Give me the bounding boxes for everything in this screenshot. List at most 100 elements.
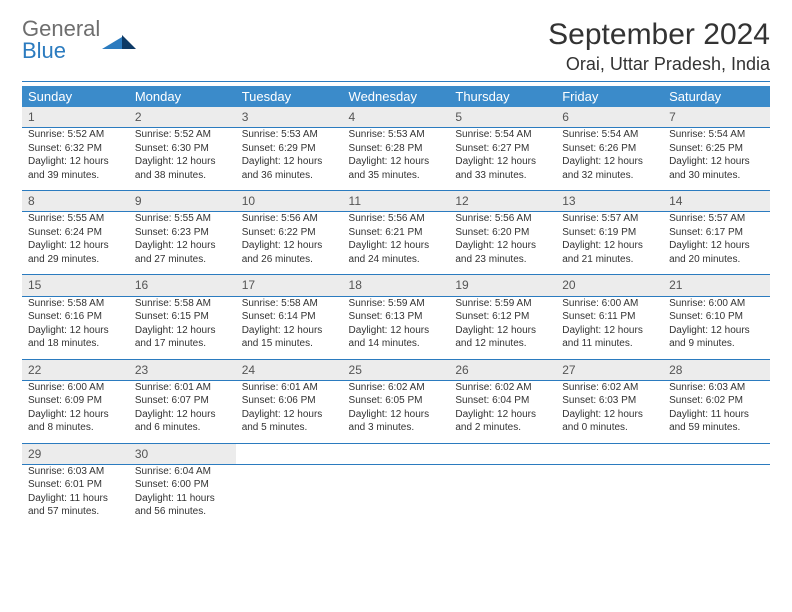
sunset-text: Sunset: 6:19 PM — [562, 226, 657, 240]
sunset-text: Sunset: 6:01 PM — [28, 478, 123, 492]
daylight-text: Daylight: 12 hours — [455, 155, 550, 169]
daylight-text: Daylight: 12 hours — [562, 408, 657, 422]
weekday-header: Saturday — [663, 86, 770, 107]
daylight-text: Daylight: 12 hours — [349, 155, 444, 169]
daylight-text: Daylight: 12 hours — [242, 155, 337, 169]
day-number-cell: 3 — [236, 107, 343, 128]
day-info-cell: Sunrise: 5:59 AMSunset: 6:13 PMDaylight:… — [343, 296, 450, 359]
daylight-text: and 30 minutes. — [669, 169, 764, 183]
daylight-text: and 32 minutes. — [562, 169, 657, 183]
day-info-cell: Sunrise: 5:53 AMSunset: 6:29 PMDaylight:… — [236, 128, 343, 191]
day-number-cell: 10 — [236, 191, 343, 212]
daylight-text: and 12 minutes. — [455, 337, 550, 351]
daylight-text: and 36 minutes. — [242, 169, 337, 183]
daylight-text: and 20 minutes. — [669, 253, 764, 267]
daylight-text: Daylight: 12 hours — [562, 324, 657, 338]
sunset-text: Sunset: 6:11 PM — [562, 310, 657, 324]
day-number-cell: 7 — [663, 107, 770, 128]
day-number-cell: 23 — [129, 359, 236, 380]
day-number-row: 22232425262728 — [22, 359, 770, 380]
day-number-cell: 30 — [129, 443, 236, 464]
day-number-cell: 22 — [22, 359, 129, 380]
sunrise-text: Sunrise: 5:54 AM — [669, 128, 764, 142]
day-number-cell: 26 — [449, 359, 556, 380]
day-info-cell: Sunrise: 6:02 AMSunset: 6:05 PMDaylight:… — [343, 380, 450, 443]
day-number-cell: 5 — [449, 107, 556, 128]
sunrise-text: Sunrise: 6:01 AM — [135, 381, 230, 395]
day-info-cell: Sunrise: 6:01 AMSunset: 6:07 PMDaylight:… — [129, 380, 236, 443]
day-number-cell: 19 — [449, 275, 556, 296]
sunrise-text: Sunrise: 5:58 AM — [135, 297, 230, 311]
day-number-cell: 11 — [343, 191, 450, 212]
day-info-cell: Sunrise: 5:56 AMSunset: 6:21 PMDaylight:… — [343, 212, 450, 275]
daylight-text: Daylight: 12 hours — [669, 239, 764, 253]
day-number-cell: 15 — [22, 275, 129, 296]
sunset-text: Sunset: 6:00 PM — [135, 478, 230, 492]
daylight-text: Daylight: 11 hours — [28, 492, 123, 506]
day-number-row: 1234567 — [22, 107, 770, 128]
location-label: Orai, Uttar Pradesh, India — [548, 54, 770, 75]
day-info-cell — [663, 464, 770, 527]
sunset-text: Sunset: 6:02 PM — [669, 394, 764, 408]
daylight-text: Daylight: 12 hours — [28, 324, 123, 338]
sunset-text: Sunset: 6:25 PM — [669, 142, 764, 156]
sunrise-text: Sunrise: 6:01 AM — [242, 381, 337, 395]
day-number-cell: 29 — [22, 443, 129, 464]
day-info-cell: Sunrise: 5:54 AMSunset: 6:25 PMDaylight:… — [663, 128, 770, 191]
daylight-text: Daylight: 12 hours — [455, 239, 550, 253]
daylight-text: Daylight: 12 hours — [455, 408, 550, 422]
daylight-text: and 9 minutes. — [669, 337, 764, 351]
weekday-header: Sunday — [22, 86, 129, 107]
day-number-cell: 14 — [663, 191, 770, 212]
sunset-text: Sunset: 6:13 PM — [349, 310, 444, 324]
daylight-text: Daylight: 12 hours — [135, 324, 230, 338]
sunset-text: Sunset: 6:17 PM — [669, 226, 764, 240]
sunrise-text: Sunrise: 5:57 AM — [562, 212, 657, 226]
day-info-cell: Sunrise: 5:57 AMSunset: 6:17 PMDaylight:… — [663, 212, 770, 275]
sunset-text: Sunset: 6:05 PM — [349, 394, 444, 408]
day-info-row: Sunrise: 6:00 AMSunset: 6:09 PMDaylight:… — [22, 380, 770, 443]
daylight-text: and 26 minutes. — [242, 253, 337, 267]
sunrise-text: Sunrise: 5:55 AM — [135, 212, 230, 226]
day-info-cell: Sunrise: 5:59 AMSunset: 6:12 PMDaylight:… — [449, 296, 556, 359]
day-number-row: 891011121314 — [22, 191, 770, 212]
sunset-text: Sunset: 6:24 PM — [28, 226, 123, 240]
sunrise-text: Sunrise: 5:52 AM — [28, 128, 123, 142]
weekday-header: Friday — [556, 86, 663, 107]
day-number-cell: 9 — [129, 191, 236, 212]
sunset-text: Sunset: 6:27 PM — [455, 142, 550, 156]
brand-logo: General Blue — [22, 18, 136, 62]
sunset-text: Sunset: 6:30 PM — [135, 142, 230, 156]
day-number-cell: 17 — [236, 275, 343, 296]
daylight-text: and 2 minutes. — [455, 421, 550, 435]
day-info-cell: Sunrise: 6:04 AMSunset: 6:00 PMDaylight:… — [129, 464, 236, 527]
day-info-cell: Sunrise: 5:58 AMSunset: 6:16 PMDaylight:… — [22, 296, 129, 359]
daylight-text: Daylight: 12 hours — [349, 324, 444, 338]
daylight-text: Daylight: 12 hours — [242, 408, 337, 422]
sunset-text: Sunset: 6:15 PM — [135, 310, 230, 324]
day-number-cell — [449, 443, 556, 464]
sunrise-text: Sunrise: 6:00 AM — [669, 297, 764, 311]
day-number-cell: 2 — [129, 107, 236, 128]
day-info-row: Sunrise: 5:52 AMSunset: 6:32 PMDaylight:… — [22, 128, 770, 191]
day-number-cell: 24 — [236, 359, 343, 380]
daylight-text: and 33 minutes. — [455, 169, 550, 183]
daylight-text: Daylight: 12 hours — [349, 239, 444, 253]
day-number-row: 2930 — [22, 443, 770, 464]
daylight-text: and 3 minutes. — [349, 421, 444, 435]
day-number-cell: 28 — [663, 359, 770, 380]
sunset-text: Sunset: 6:22 PM — [242, 226, 337, 240]
daylight-text: Daylight: 12 hours — [242, 324, 337, 338]
daylight-text: Daylight: 11 hours — [135, 492, 230, 506]
day-info-cell: Sunrise: 5:58 AMSunset: 6:14 PMDaylight:… — [236, 296, 343, 359]
sunrise-text: Sunrise: 5:52 AM — [135, 128, 230, 142]
sunset-text: Sunset: 6:04 PM — [455, 394, 550, 408]
day-info-cell — [236, 464, 343, 527]
day-number-cell: 16 — [129, 275, 236, 296]
daylight-text: and 5 minutes. — [242, 421, 337, 435]
sunrise-text: Sunrise: 5:59 AM — [455, 297, 550, 311]
daylight-text: and 56 minutes. — [135, 505, 230, 519]
sunrise-text: Sunrise: 6:02 AM — [349, 381, 444, 395]
day-info-cell: Sunrise: 5:53 AMSunset: 6:28 PMDaylight:… — [343, 128, 450, 191]
daylight-text: Daylight: 12 hours — [562, 155, 657, 169]
